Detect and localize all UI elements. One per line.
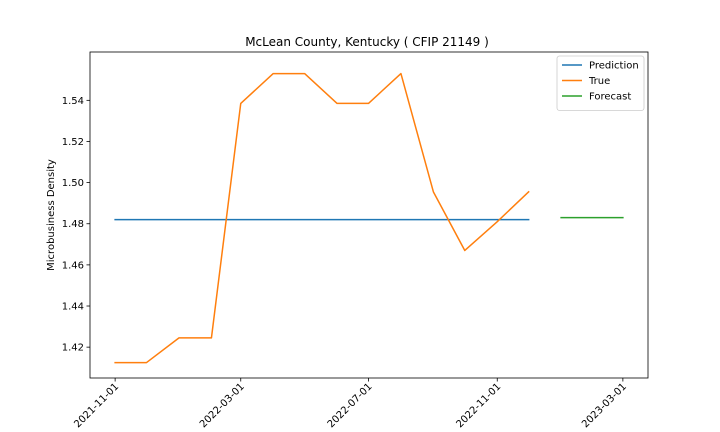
y-tick-label: 1.42 [62, 343, 84, 354]
y-axis-label: Microbusiness Density [46, 159, 57, 271]
legend: Prediction True Forecast [556, 55, 645, 111]
series-line-true [114, 72, 530, 364]
y-tick-label: 1.54 [62, 96, 84, 107]
axes-frame [89, 51, 649, 379]
legend-label-prediction: Prediction [589, 61, 639, 72]
y-tick-label: 1.48 [62, 219, 84, 230]
legend-box [556, 55, 645, 111]
y-tick-label: 1.44 [62, 302, 84, 313]
legend-label-forecast: Forecast [589, 92, 631, 103]
y-tick-label: 1.50 [62, 178, 84, 189]
legend-label-true: True [588, 76, 610, 87]
y-tick-label: 1.46 [62, 260, 84, 271]
chart-title: McLean County, Kentucky ( CFIP 21149 ) [245, 35, 489, 49]
y-tick-label: 1.52 [62, 137, 84, 148]
